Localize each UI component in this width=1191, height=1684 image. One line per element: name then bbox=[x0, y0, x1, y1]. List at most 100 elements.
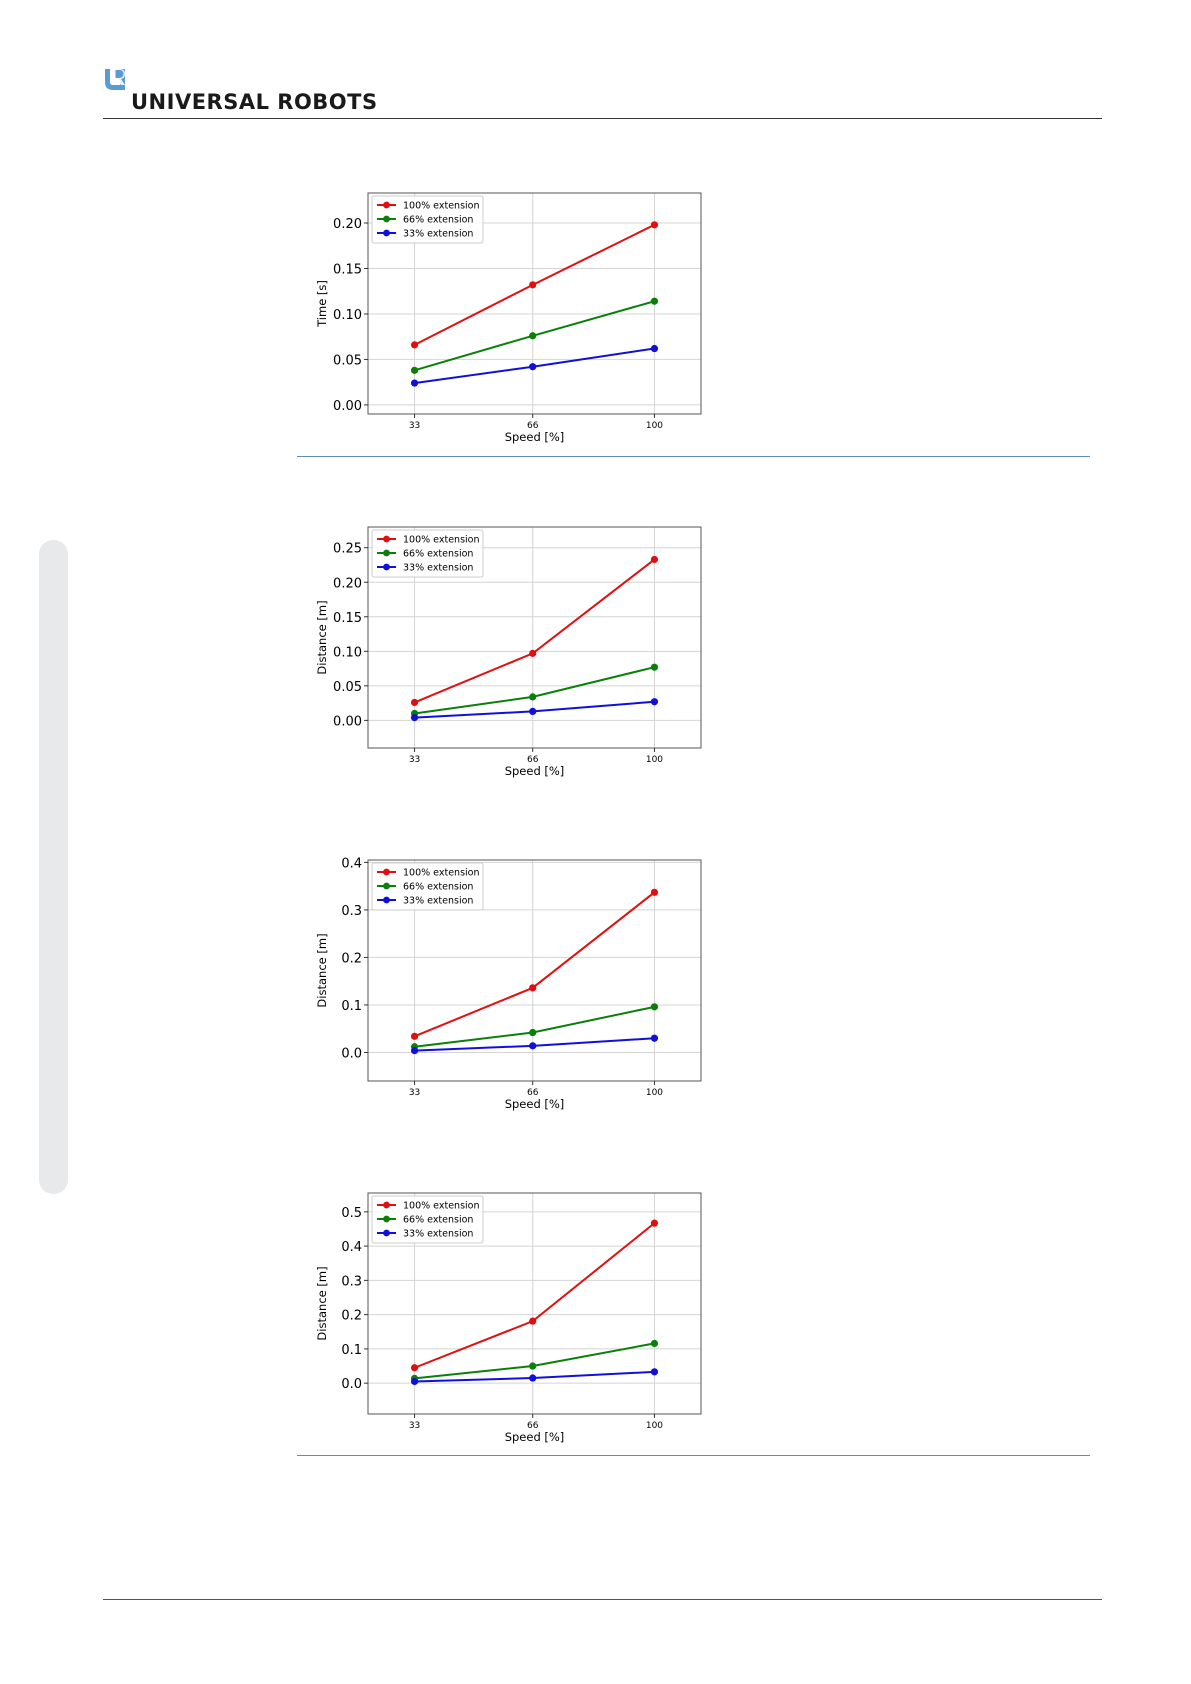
y-tick-label: 0.20 bbox=[333, 217, 362, 232]
y-tick-label: 0.0 bbox=[341, 1046, 362, 1061]
data-point bbox=[529, 693, 537, 701]
legend-label: 66% extension bbox=[403, 549, 473, 560]
legend-marker bbox=[383, 549, 390, 557]
y-axis-label: Distance [m] bbox=[315, 600, 329, 674]
data-point bbox=[410, 1046, 419, 1055]
x-tick-label: 33 bbox=[409, 421, 420, 431]
x-tick-label: 100 bbox=[646, 1088, 663, 1098]
x-axis-label: Speed [%] bbox=[505, 764, 565, 778]
legend-label: 33% extension bbox=[403, 563, 473, 574]
legend-marker bbox=[383, 1201, 390, 1209]
legend-label: 33% extension bbox=[403, 229, 473, 240]
data-point bbox=[529, 1317, 537, 1325]
y-tick-label: 0.25 bbox=[333, 542, 362, 557]
chart-svg: 0.00 0.05 0.10 0.15 0.20 0.25 33 66 100 Speed [%]… bbox=[315, 526, 702, 778]
y-axis-label: Time [s] bbox=[315, 280, 329, 328]
data-point bbox=[410, 1364, 419, 1372]
x-tick-label: 100 bbox=[646, 1421, 663, 1431]
plot-frame bbox=[367, 1192, 702, 1415]
data-point bbox=[650, 221, 659, 229]
legend-marker bbox=[383, 535, 390, 543]
chart-svg: 0.00 0.05 0.10 0.15 0.20 33 66 100 Speed [%] Time… bbox=[315, 192, 702, 444]
legend-label: 100% extension bbox=[403, 535, 480, 546]
y-tick-label: 0.3 bbox=[341, 904, 362, 919]
data-point bbox=[410, 379, 419, 387]
data-point bbox=[650, 1219, 659, 1227]
section-rule bbox=[297, 1455, 1090, 1456]
data-point bbox=[529, 1362, 537, 1370]
y-tick-label: 0.20 bbox=[333, 576, 362, 591]
legend-label: 66% extension bbox=[403, 882, 473, 893]
data-point bbox=[529, 363, 537, 371]
data-point bbox=[650, 888, 659, 896]
legend-marker bbox=[383, 229, 390, 237]
data-point bbox=[529, 332, 537, 340]
data-point bbox=[650, 1034, 659, 1042]
legend-marker bbox=[383, 896, 390, 904]
data-point bbox=[650, 555, 659, 564]
legend-marker bbox=[383, 201, 390, 209]
y-tick-label: 0.0 bbox=[341, 1377, 362, 1392]
data-point bbox=[529, 649, 537, 657]
data-point bbox=[529, 707, 537, 715]
chart-svg: 0.0 0.1 0.2 0.3 0.4 33 66 100 Speed [%] Distance … bbox=[315, 856, 702, 1111]
legend-box bbox=[371, 529, 484, 578]
plot-frame bbox=[367, 526, 702, 749]
chart-stopping-time: 0.00 0.05 0.10 0.15 0.20 33 66 100 Speed [%] Time… bbox=[310, 188, 710, 450]
legend-box bbox=[371, 1195, 484, 1244]
side-tab bbox=[39, 540, 68, 1194]
y-tick-label: 0.2 bbox=[341, 951, 362, 966]
legend-label: 66% extension bbox=[403, 1215, 473, 1226]
x-tick-label: 33 bbox=[409, 1421, 420, 1431]
header-rule bbox=[103, 118, 1102, 119]
y-axis-label: Distance [m] bbox=[315, 933, 329, 1007]
y-tick-label: 0.5 bbox=[341, 1206, 362, 1221]
y-tick-label: 0.15 bbox=[333, 611, 362, 626]
footer-rule bbox=[103, 1599, 1102, 1600]
x-axis-label: Speed [%] bbox=[505, 1430, 565, 1444]
x-tick-label: 66 bbox=[527, 1421, 539, 1431]
x-tick-label: 100 bbox=[646, 755, 663, 765]
legend-box bbox=[371, 862, 484, 911]
plot-frame bbox=[367, 192, 702, 415]
data-point bbox=[410, 714, 419, 722]
data-point bbox=[410, 1032, 419, 1040]
x-tick-label: 33 bbox=[409, 1088, 420, 1098]
y-tick-label: 0.05 bbox=[333, 680, 362, 695]
y-tick-label: 0.1 bbox=[341, 1343, 362, 1358]
legend-marker bbox=[383, 882, 390, 890]
x-axis-label: Speed [%] bbox=[505, 1097, 565, 1111]
legend-box bbox=[371, 195, 484, 244]
y-tick-label: 0.2 bbox=[341, 1309, 362, 1324]
data-point bbox=[410, 341, 419, 349]
data-point bbox=[650, 1339, 659, 1348]
data-point bbox=[650, 344, 659, 353]
y-tick-label: 0.00 bbox=[333, 399, 362, 414]
data-point bbox=[529, 281, 537, 289]
x-tick-label: 66 bbox=[527, 421, 539, 431]
y-tick-label: 0.05 bbox=[333, 353, 362, 368]
y-tick-label: 0.3 bbox=[341, 1274, 362, 1289]
data-point bbox=[410, 1377, 419, 1386]
legend-label: 100% extension bbox=[403, 201, 480, 212]
data-point bbox=[650, 1003, 659, 1011]
y-tick-label: 0.4 bbox=[341, 856, 362, 871]
data-point bbox=[650, 663, 659, 671]
y-tick-label: 0.4 bbox=[341, 1240, 362, 1255]
x-tick-label: 100 bbox=[646, 421, 663, 431]
legend-marker bbox=[383, 215, 390, 223]
legend-marker bbox=[383, 563, 390, 571]
y-axis-label: Distance [m] bbox=[315, 1266, 329, 1340]
y-tick-label: 0.10 bbox=[333, 308, 362, 323]
legend-marker bbox=[383, 868, 390, 876]
section-rule bbox=[297, 456, 1090, 457]
x-axis-label: Speed [%] bbox=[505, 430, 565, 444]
chart-stopping-distance-3: 0.0 0.1 0.2 0.3 0.4 0.5 33 66 100 Speed [%] Distan… bbox=[310, 1188, 710, 1450]
data-point bbox=[410, 366, 419, 374]
data-point bbox=[529, 1028, 537, 1037]
legend-label: 33% extension bbox=[403, 896, 473, 907]
data-point bbox=[410, 698, 419, 707]
data-point bbox=[650, 698, 659, 706]
plot-frame bbox=[367, 859, 702, 1082]
legend-label: 66% extension bbox=[403, 215, 473, 226]
